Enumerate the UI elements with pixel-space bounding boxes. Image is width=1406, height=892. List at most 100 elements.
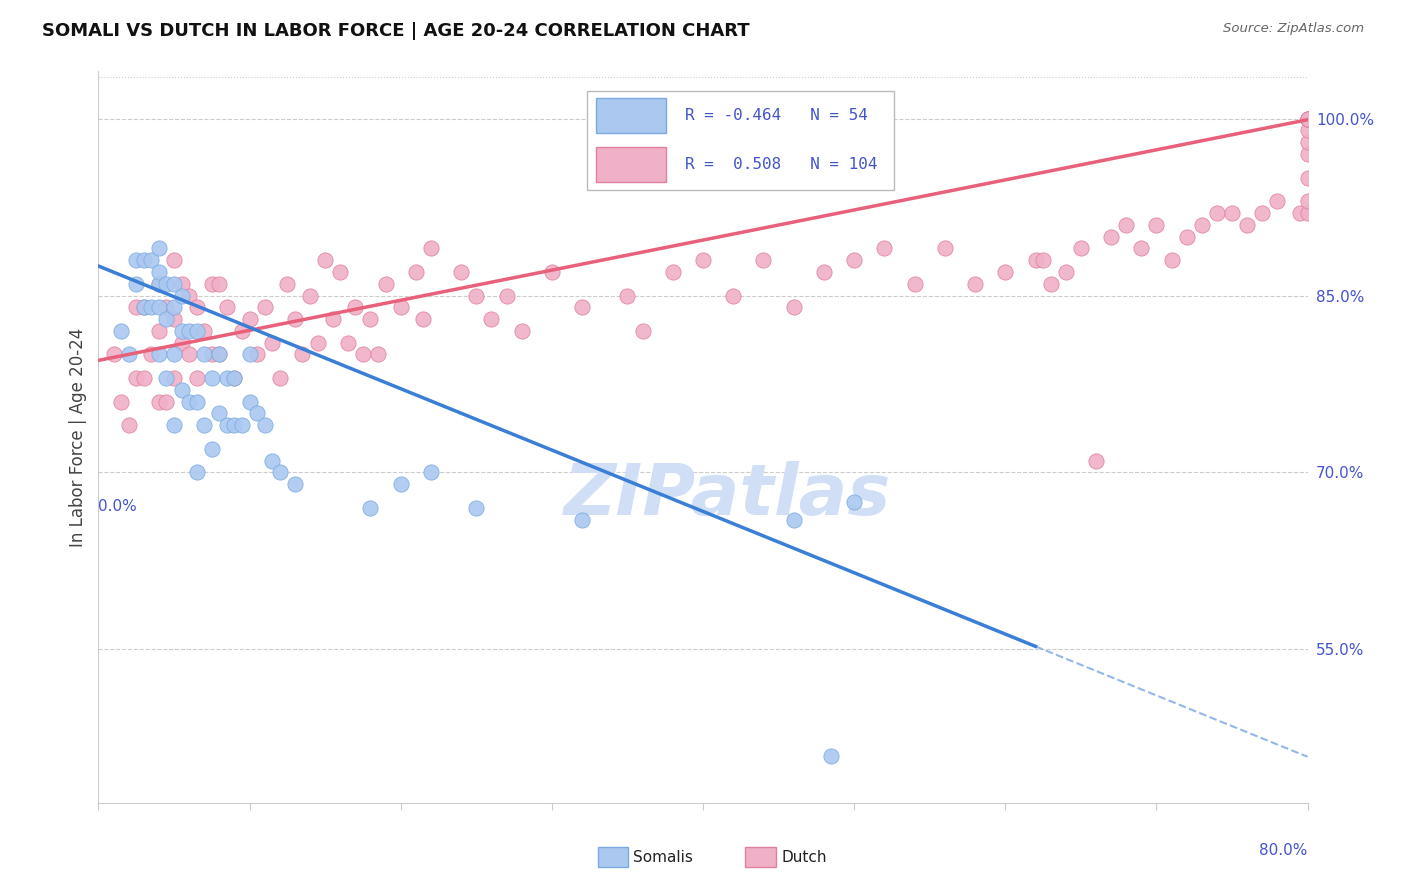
Point — [481, 312, 503, 326]
Text: R = -0.464   N = 54: R = -0.464 N = 54 — [685, 108, 868, 123]
Point — [163, 312, 186, 326]
Point — [284, 312, 307, 326]
Point — [148, 277, 170, 291]
Point — [163, 253, 186, 268]
Point — [1296, 112, 1319, 126]
Point — [510, 324, 533, 338]
Point — [1085, 453, 1108, 467]
Point — [314, 253, 336, 268]
Point — [208, 347, 231, 361]
Point — [692, 253, 714, 268]
Point — [1032, 253, 1054, 268]
Point — [360, 312, 382, 326]
Point — [215, 371, 238, 385]
Point — [299, 288, 322, 302]
FancyBboxPatch shape — [586, 91, 894, 190]
Point — [148, 347, 170, 361]
Point — [132, 301, 155, 315]
Point — [215, 418, 238, 433]
Point — [262, 453, 284, 467]
Point — [155, 277, 177, 291]
Point — [820, 748, 842, 763]
Point — [752, 253, 775, 268]
Point — [170, 383, 193, 397]
Point — [163, 418, 186, 433]
Point — [186, 301, 208, 315]
Point — [344, 301, 367, 315]
Point — [125, 371, 148, 385]
Text: Somalis: Somalis — [633, 850, 693, 864]
Point — [125, 277, 148, 291]
Point — [132, 253, 155, 268]
Point — [186, 371, 208, 385]
Point — [269, 466, 291, 480]
Point — [246, 407, 269, 421]
Point — [1115, 218, 1137, 232]
Point — [269, 371, 291, 385]
Point — [208, 407, 231, 421]
Point — [1099, 229, 1122, 244]
Point — [616, 288, 638, 302]
Point — [141, 301, 163, 315]
Point — [631, 324, 654, 338]
Point — [1070, 241, 1092, 255]
Point — [1296, 112, 1319, 126]
Point — [1296, 112, 1319, 126]
Point — [389, 477, 412, 491]
Point — [253, 301, 276, 315]
Point — [262, 335, 284, 350]
Point — [186, 324, 208, 338]
Point — [307, 335, 329, 350]
Point — [783, 513, 806, 527]
Point — [994, 265, 1017, 279]
Point — [103, 347, 125, 361]
Point — [723, 288, 745, 302]
Y-axis label: In Labor Force | Age 20-24: In Labor Force | Age 20-24 — [69, 327, 87, 547]
Point — [155, 312, 177, 326]
Point — [201, 347, 224, 361]
Point — [1191, 218, 1213, 232]
Point — [1267, 194, 1289, 208]
Point — [420, 241, 443, 255]
Point — [1220, 206, 1243, 220]
Point — [179, 288, 201, 302]
Point — [360, 500, 382, 515]
Point — [276, 277, 298, 291]
Point — [336, 335, 359, 350]
Point — [239, 347, 262, 361]
Point — [193, 324, 215, 338]
Point — [904, 277, 927, 291]
Text: ZIPatlas: ZIPatlas — [564, 461, 891, 530]
Point — [201, 371, 224, 385]
Point — [844, 495, 866, 509]
Point — [571, 301, 593, 315]
Point — [148, 265, 170, 279]
Point — [844, 253, 866, 268]
Point — [1296, 123, 1319, 137]
Point — [1251, 206, 1274, 220]
Point — [118, 418, 141, 433]
Point — [239, 312, 262, 326]
Point — [783, 301, 806, 315]
Point — [965, 277, 987, 291]
Point — [224, 418, 246, 433]
Point — [813, 265, 835, 279]
Point — [110, 394, 132, 409]
Text: R =  0.508   N = 104: R = 0.508 N = 104 — [685, 157, 877, 171]
Text: Dutch: Dutch — [782, 850, 827, 864]
Point — [170, 277, 193, 291]
Point — [540, 265, 562, 279]
Point — [125, 253, 148, 268]
Point — [1296, 194, 1319, 208]
Point — [374, 277, 396, 291]
Point — [420, 466, 443, 480]
Point — [367, 347, 389, 361]
Point — [239, 394, 262, 409]
Text: 80.0%: 80.0% — [1260, 843, 1308, 858]
Point — [465, 500, 488, 515]
Point — [163, 277, 186, 291]
Point — [661, 265, 683, 279]
Text: SOMALI VS DUTCH IN LABOR FORCE | AGE 20-24 CORRELATION CHART: SOMALI VS DUTCH IN LABOR FORCE | AGE 20-… — [42, 22, 749, 40]
Point — [155, 394, 177, 409]
Point — [1296, 147, 1319, 161]
